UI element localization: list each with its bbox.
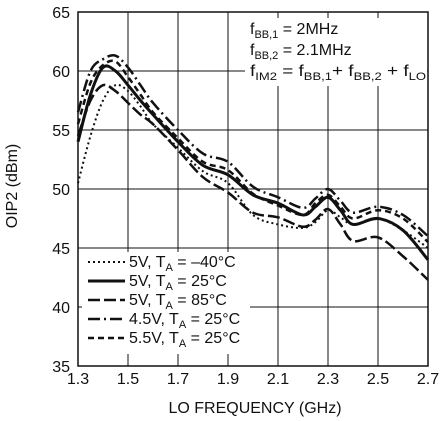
series-line-2	[76, 64, 430, 261]
y-tick-label: 45	[52, 241, 70, 258]
x-tick-label: 1.5	[117, 371, 139, 388]
y-tick-label: 35	[52, 359, 70, 376]
legend: 5V, TA = –40°C5V, TA = 25°C5V, TA = 85°C…	[88, 254, 240, 350]
series-line-4	[76, 54, 429, 238]
y-tick-label: 60	[52, 64, 70, 81]
annotation-fbb1: fBB,1 = 2MHz	[250, 21, 338, 41]
annotation-fbb2: fBB,2 = 2.1MHz	[250, 42, 352, 62]
legend-entry: 4.5V, TA = 25°C	[129, 311, 240, 331]
y-tick-label: 40	[52, 300, 70, 317]
annotation-fim2: fIM2 = f BB,1 + f BB,2 + f LO	[250, 63, 427, 83]
x-tick-label: 2.3	[317, 371, 339, 388]
legend-entry: 5V, TA = 85°C	[129, 292, 227, 312]
series-line-5	[76, 59, 429, 244]
series-line-3	[76, 83, 429, 281]
legend-entry: 5.5V, TA = 25°C	[129, 330, 240, 350]
x-tick-label: 1.7	[167, 371, 189, 388]
y-axis-label: OIP2 (dBm)	[4, 144, 21, 228]
x-tick-label: 1.3	[67, 371, 89, 388]
y-tick-label: 50	[52, 182, 70, 199]
legend-entry: 5V, TA = 25°C	[129, 273, 227, 293]
series-line-1	[77, 83, 429, 249]
x-tick-label: 1.9	[217, 371, 239, 388]
chart-series	[76, 54, 430, 281]
y-tick-label: 55	[52, 123, 70, 140]
y-tick-label: 65	[52, 5, 70, 22]
annotation-background	[245, 18, 427, 86]
legend-entry: 5V, TA = –40°C	[129, 254, 236, 274]
x-tick-label: 2.7	[417, 371, 439, 388]
x-tick-label: 2.1	[267, 371, 289, 388]
plot-frame	[77, 11, 429, 367]
x-tick-label: 2.5	[367, 371, 389, 388]
tick-labels: 1.3 1.5 1.7 1.9 2.1 2.3 2.5 2.7 35 40 45 50 55 60 65	[52, 5, 439, 388]
x-axis-label: LO FREQUENCY (GHz)	[168, 400, 341, 417]
